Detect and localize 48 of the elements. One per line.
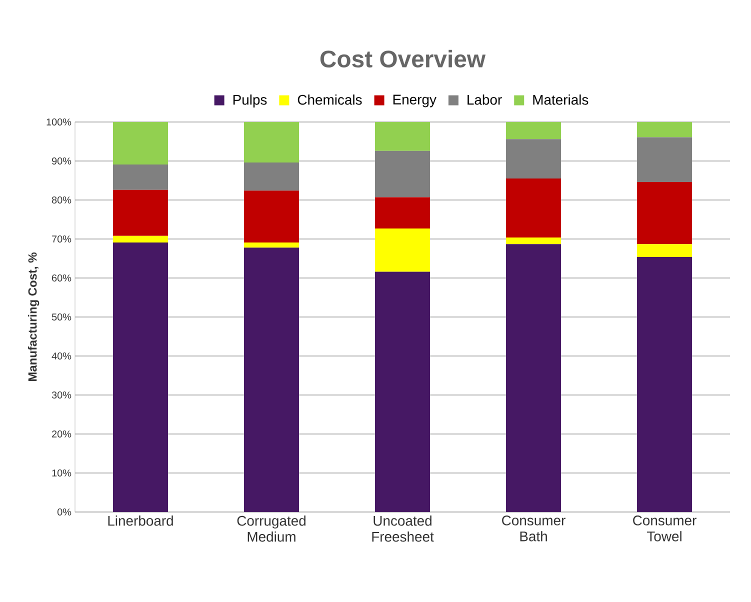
bar	[637, 256, 692, 512]
bar	[244, 162, 300, 191]
x-tick-label: Consumer Bath	[502, 516, 566, 542]
bar	[113, 242, 168, 512]
bar	[375, 150, 430, 198]
bar	[113, 164, 168, 190]
y-axis-title: Manufacturing Cost, %	[28, 252, 40, 381]
y-tick-label: 30%	[52, 391, 72, 399]
bar	[244, 190, 300, 243]
bar	[375, 228, 430, 272]
y-tick-label: 10%	[52, 469, 72, 477]
chart-title: Cost Overview	[320, 50, 486, 68]
bar	[244, 248, 300, 512]
bar	[637, 244, 692, 257]
bar	[375, 122, 430, 151]
y-tick-label: 50%	[52, 313, 72, 321]
legend-label: Chemicals	[298, 94, 362, 105]
bar	[506, 244, 562, 512]
legend-label: Energy	[393, 94, 436, 108]
bar	[244, 122, 300, 163]
y-tick-label: 0%	[57, 508, 72, 516]
y-tick-label: 90%	[52, 157, 72, 165]
bar	[244, 242, 300, 248]
y-tick-label: 20%	[52, 430, 72, 438]
legend-label: Labor	[468, 94, 502, 105]
bar	[375, 197, 430, 228]
y-tick-label: 70%	[52, 235, 72, 243]
legend-label: Materials	[533, 94, 588, 105]
y-tick-label: 100%	[46, 118, 72, 126]
bar	[506, 237, 562, 244]
bar	[506, 139, 562, 179]
bar	[113, 236, 168, 243]
legend-label: Pulps	[233, 94, 267, 108]
x-tick-label: Uncoated Freesheet	[372, 516, 434, 542]
x-tick-label: Linerboard	[108, 516, 173, 526]
x-tick-label: Consumer Towel	[633, 516, 696, 542]
bar	[506, 122, 562, 140]
bar	[113, 190, 168, 236]
bar	[113, 122, 168, 165]
x-tick-label: Corrugated Medium	[237, 516, 306, 542]
bar	[506, 178, 562, 238]
y-tick-label: 60%	[52, 274, 72, 282]
bar	[637, 122, 692, 138]
y-tick-label: 40%	[52, 352, 72, 360]
y-tick-label: 80%	[52, 196, 72, 204]
bar	[637, 182, 692, 244]
bar	[637, 137, 692, 182]
bar	[375, 272, 430, 512]
